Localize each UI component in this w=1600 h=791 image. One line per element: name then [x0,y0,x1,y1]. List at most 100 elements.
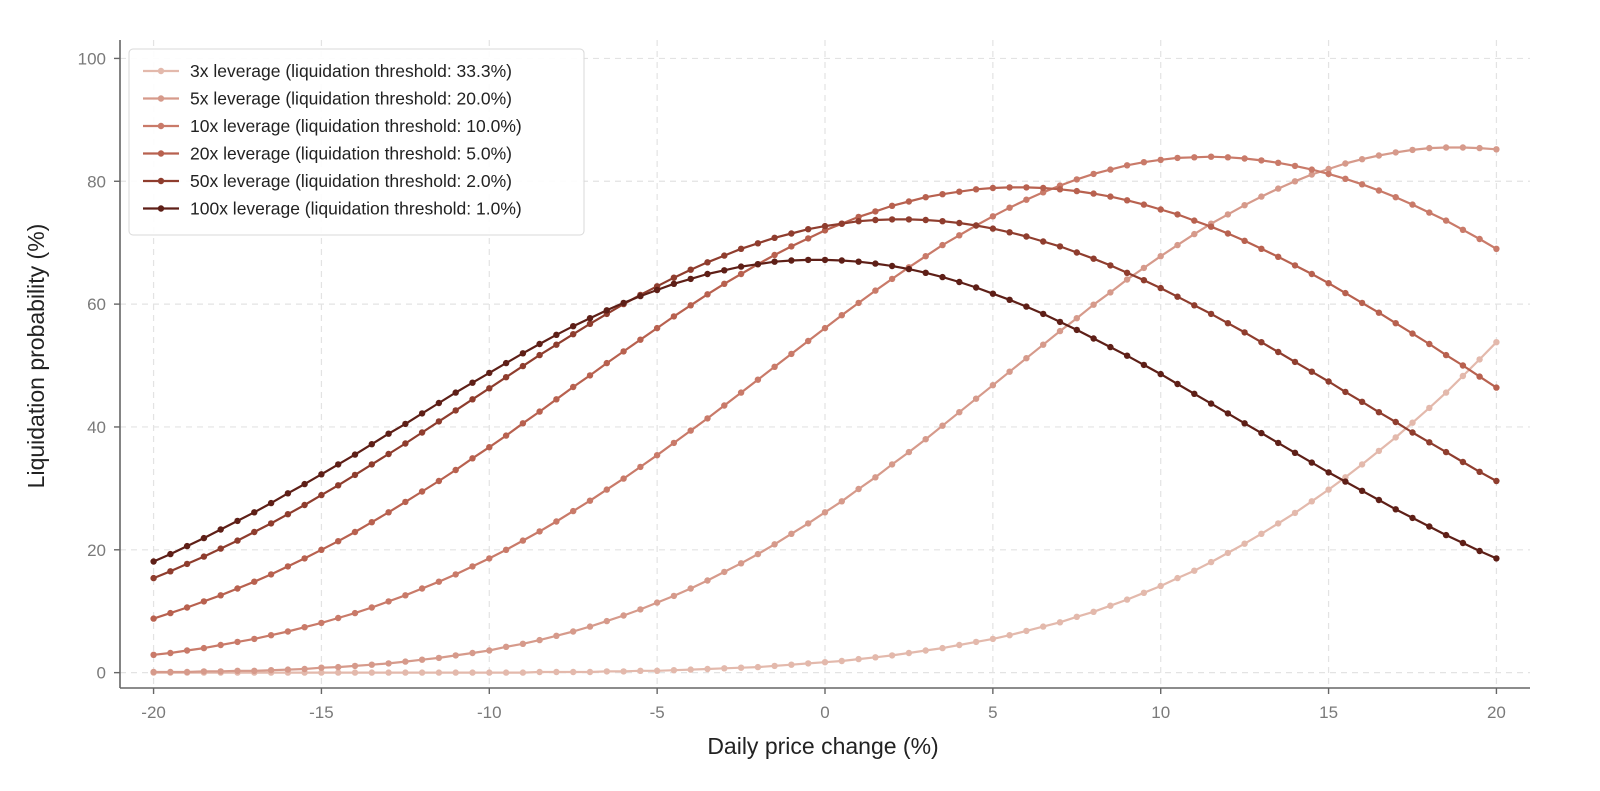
data-point [519,420,527,427]
data-point [620,668,627,675]
data-point [872,216,879,224]
legend-box [128,48,585,236]
data-point [435,418,443,425]
data-point [905,198,913,205]
legend: 3x leverage (liquidation threshold: 33.3… [128,48,585,236]
data-point [1207,153,1215,160]
data-point [183,542,191,550]
legend-swatch-marker [157,177,165,185]
data-point [1291,358,1299,366]
data-point [1426,340,1433,348]
data-point [1392,194,1399,201]
data-point [267,520,275,527]
data-point [888,652,896,659]
data-point [1476,144,1483,152]
data-point [1123,197,1131,204]
data-point [502,643,510,650]
data-point [217,592,224,599]
data-point [1459,144,1467,151]
data-point [704,577,711,584]
data-point [418,656,426,663]
data-point [150,558,157,565]
data-point [788,661,795,668]
data-point [586,623,594,630]
data-point [1459,362,1467,369]
data-point [1442,351,1450,359]
data-point [888,262,896,270]
data-point [1023,184,1030,191]
data-point [1426,523,1433,530]
data-point [1409,429,1416,436]
data-point [234,638,241,646]
x-tick-label: 10 [1151,703,1170,722]
legend-label: 20x leverage (liquidation threshold: 5.0… [190,144,512,164]
data-point [385,598,392,605]
data-point [435,399,443,407]
data-point [1375,152,1383,159]
data-point [335,461,342,468]
data-point [1006,229,1013,236]
data-point [687,427,694,434]
data-point [402,592,409,599]
data-point [838,257,845,264]
data-point [939,218,946,225]
data-point [1006,184,1013,191]
data-point [318,669,325,676]
data-point [1275,439,1282,447]
data-point [1224,410,1232,417]
data-point [1325,280,1332,287]
y-tick-label: 20 [87,541,106,560]
data-point [284,666,292,673]
data-point [1409,201,1416,208]
data-point [1459,458,1467,466]
data-point [922,436,929,443]
x-tick-label: 5 [988,703,997,722]
data-point [1291,449,1299,456]
data-point [1493,245,1500,252]
data-point [251,578,258,585]
data-point [1207,310,1215,318]
data-point [284,490,292,497]
data-point [570,628,577,635]
data-point [1409,514,1416,522]
data-point [1191,567,1198,574]
data-point [1442,531,1450,539]
data-point [721,267,728,274]
data-point [1375,409,1383,416]
data-point [586,668,594,676]
data-point [1006,296,1013,303]
data-point [1325,469,1332,476]
data-point [1275,185,1282,192]
data-point [553,632,560,639]
data-point [1040,623,1047,630]
data-point [989,635,997,643]
data-point [200,598,208,605]
legend-label: 3x leverage (liquidation threshold: 33.3… [190,61,512,81]
data-point [939,273,946,281]
data-point [1157,582,1164,590]
data-point [1308,459,1316,466]
data-point [905,649,913,657]
data-point [872,474,879,481]
data-point [754,550,762,558]
data-point [1493,146,1500,153]
data-point [368,519,375,526]
data-point [1258,530,1265,537]
data-point [1023,627,1030,635]
data-point [721,252,728,259]
data-point [620,299,627,307]
data-point [805,226,812,233]
data-point [200,553,208,560]
data-point [502,546,510,553]
data-point [1040,341,1047,348]
data-point [1107,166,1114,173]
data-point [1224,154,1232,161]
series-6 [150,256,1500,565]
data-point [1174,211,1181,218]
data-point [1157,156,1164,163]
data-point [553,518,560,525]
data-point [1023,233,1030,240]
data-point [989,213,997,220]
data-point [418,488,426,495]
data-point [721,568,728,576]
